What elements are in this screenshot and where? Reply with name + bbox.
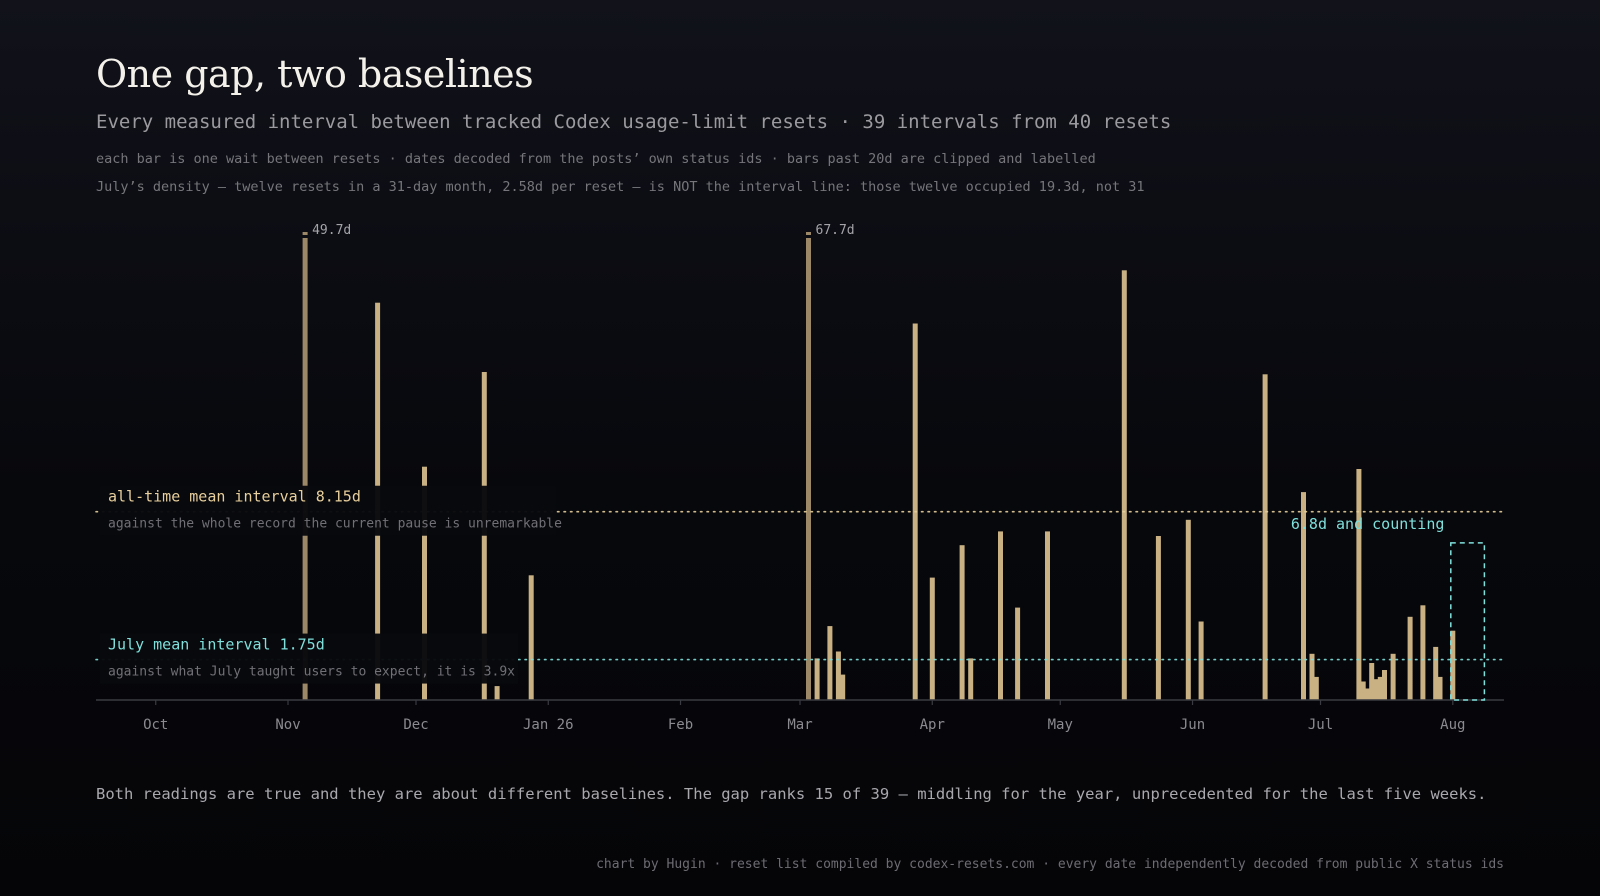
interval-bar [1309, 653, 1315, 700]
reference-label-all-time: all-time mean interval 8.15d [108, 488, 361, 506]
interval-bar [481, 372, 487, 700]
interval-bar [1301, 492, 1306, 700]
reference-label-bg [100, 633, 518, 684]
interval-bar [998, 531, 1003, 700]
interval-bar [1382, 670, 1387, 700]
interval-bar [968, 658, 974, 700]
interval-bar [1198, 621, 1204, 700]
interval-bar [1373, 679, 1379, 700]
reference-label-bg [100, 485, 556, 536]
interval-bar [1377, 676, 1383, 700]
interval-bar [1450, 630, 1456, 700]
interval-bar [1390, 653, 1396, 700]
current-gap-label: 6.8d and counting [1291, 515, 1445, 533]
interval-bar [1437, 676, 1443, 700]
interval-bar [835, 651, 841, 700]
interval-bar [1313, 676, 1319, 700]
reference-label-july: July mean interval 1.75d [108, 636, 325, 654]
interval-bar [302, 238, 308, 700]
chart-note-density: July’s density — twelve resets in a 31-d… [96, 179, 1145, 195]
takeaway-text: Both readings are true and they are abou… [96, 785, 1487, 803]
x-tick-label: May [1048, 717, 1073, 733]
interval-bar [1407, 616, 1413, 700]
reference-sublabel-all-time: against the whole record the current pau… [108, 517, 562, 532]
interval-bar [1360, 681, 1366, 700]
clip-marker [302, 232, 308, 235]
chart-note-method: each bar is one wait between resets · da… [96, 151, 1096, 167]
interval-bar [1420, 605, 1426, 700]
x-tick-label: Dec [403, 717, 428, 733]
clipped-bar-label: 67.7d [816, 223, 855, 238]
interval-bar [1365, 688, 1370, 700]
interval-bar [929, 577, 935, 700]
clip-marker [806, 232, 811, 235]
x-tick-label: Jul [1308, 717, 1333, 733]
interval-bar [1045, 531, 1050, 700]
current-gap-box [1450, 542, 1486, 701]
interval-bar [1121, 270, 1127, 700]
interval-bar [959, 545, 965, 700]
interval-bar [1433, 646, 1439, 700]
x-tick-label: Oct [143, 717, 168, 733]
x-tick-label: Jun [1180, 717, 1205, 733]
chart-subtitle: Every measured interval between tracked … [96, 111, 1172, 133]
reference-sublabel-july: against what July taught users to expect… [108, 665, 515, 680]
interval-bar [528, 575, 534, 700]
interval-bar [827, 626, 833, 700]
interval-bar [1369, 663, 1375, 700]
interval-bar [840, 674, 846, 700]
clipped-bar-label: 49.7d [312, 223, 351, 238]
interval-bar [814, 658, 820, 700]
chart-title: One gap, two baselines [96, 52, 534, 96]
interval-bar [1185, 519, 1191, 700]
x-tick-label: Jan 26 [523, 717, 574, 733]
x-tick-label: Aug [1440, 717, 1465, 733]
interval-bar [422, 466, 427, 700]
interval-bar-chart: 49.7d 67.7d Oct Nov Dec Jan 26 Feb Mar Apr May Jun… [95, 223, 1505, 733]
credit-line: chart by Hugin · reset list compiled by … [596, 857, 1504, 872]
interval-bar [1015, 607, 1021, 700]
x-tick-label: Mar [787, 717, 812, 733]
interval-bar [1155, 536, 1161, 700]
x-tick-label: Apr [920, 717, 945, 733]
interval-bar [806, 238, 811, 700]
interval-bar [494, 686, 500, 700]
x-tick-label: Feb [668, 717, 693, 733]
x-tick-label: Nov [275, 717, 300, 733]
interval-bar [1262, 374, 1268, 700]
interval-bar [1356, 469, 1362, 700]
